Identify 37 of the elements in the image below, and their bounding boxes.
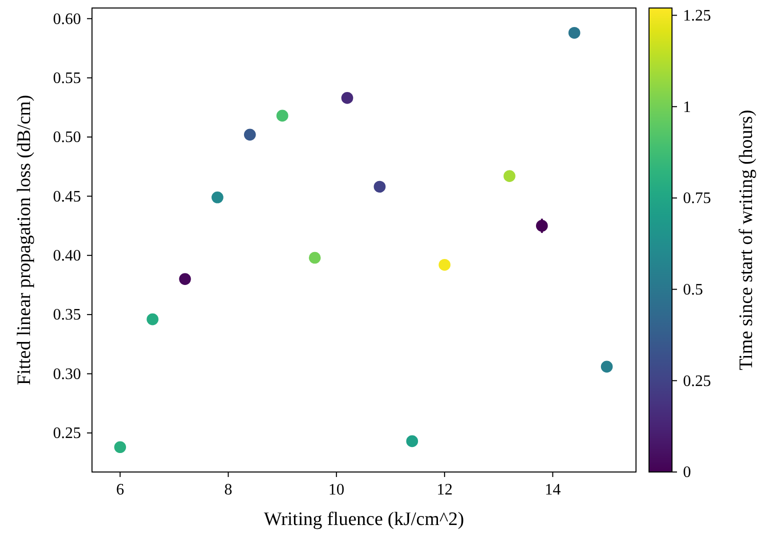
y-tick-label: 0.30 xyxy=(53,366,81,383)
x-tick-label: 10 xyxy=(328,481,344,498)
point xyxy=(308,252,321,264)
x-tick-label: 6 xyxy=(116,481,124,498)
point xyxy=(179,273,191,285)
y-tick-label: 0.50 xyxy=(53,129,81,146)
y-tick-label: 0.25 xyxy=(53,425,81,442)
point xyxy=(244,128,256,141)
point xyxy=(438,258,450,271)
point xyxy=(536,220,548,232)
color-bar-label: 1.25 xyxy=(683,7,711,24)
y-tick-label: 0.35 xyxy=(53,306,81,324)
y-tick-label: 0.40 xyxy=(53,248,81,265)
point xyxy=(504,170,516,182)
color-bar-label: 0.75 xyxy=(683,190,711,208)
x-tick-label: 12 xyxy=(436,481,453,498)
color-bar-title: Time since start of writing (hours) xyxy=(736,110,757,370)
y-tick-label: 0.45 xyxy=(53,188,81,206)
color-bar-label: 1 xyxy=(683,98,691,116)
color-bar-label: 0.25 xyxy=(683,372,711,390)
x-axis-title: Writing fluence (kJ/cm^2) xyxy=(264,509,464,530)
point xyxy=(146,313,158,326)
point xyxy=(276,110,288,122)
y-tick-label: 0.55 xyxy=(53,70,81,87)
point xyxy=(406,435,418,448)
point xyxy=(341,92,354,104)
point xyxy=(212,191,224,204)
y-tick-label: 0.60 xyxy=(53,10,81,28)
point xyxy=(568,26,580,39)
color-bar-label: 0.5 xyxy=(683,281,703,298)
point xyxy=(600,360,613,373)
x-tick-label: 8 xyxy=(224,481,232,498)
color-bar-label: 0 xyxy=(683,464,691,482)
point xyxy=(114,441,126,454)
y-axis-title: Fitted linear propagation loss (dB/cm) xyxy=(14,94,35,386)
x-tick-label: 14 xyxy=(544,481,561,498)
point xyxy=(374,180,386,193)
